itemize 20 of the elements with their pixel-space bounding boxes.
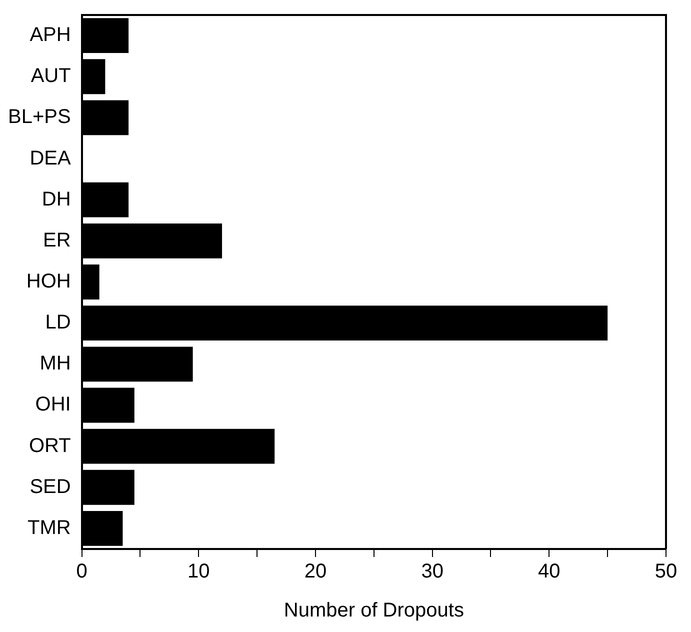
y-tick-label: BL+PS bbox=[8, 106, 71, 128]
y-tick-label: TMR bbox=[27, 516, 71, 539]
y-tick-label: DEA bbox=[30, 147, 72, 170]
x-tick-label: 40 bbox=[538, 560, 560, 583]
y-tick-label: ORT bbox=[28, 434, 71, 457]
y-tick-label: ER bbox=[43, 229, 71, 252]
x-tick-label: 30 bbox=[421, 560, 444, 583]
x-tick-label: 0 bbox=[76, 560, 88, 583]
x-tick-label: 20 bbox=[304, 560, 327, 583]
y-tick-label: DH bbox=[42, 188, 71, 210]
y-tick-label: AUT bbox=[30, 65, 71, 88]
y-tick-label: APH bbox=[30, 24, 71, 46]
y-tick-label: LD bbox=[45, 312, 71, 334]
y-tick-label: OHI bbox=[35, 394, 71, 416]
x-tick-label: 50 bbox=[654, 560, 678, 583]
x-tick-label: 10 bbox=[188, 560, 210, 583]
x-axis-title: Number of Dropouts bbox=[284, 600, 464, 622]
y-tick-label: SED bbox=[30, 476, 71, 498]
y-tick-label: HOH bbox=[26, 270, 71, 293]
y-tick-label: MH bbox=[40, 352, 71, 375]
